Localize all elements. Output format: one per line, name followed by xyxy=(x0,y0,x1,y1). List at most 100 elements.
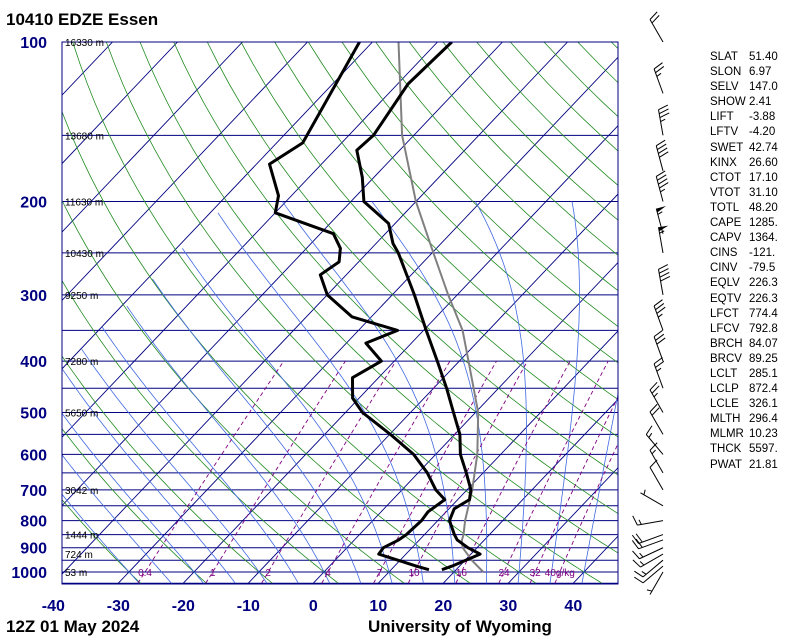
barb-flag xyxy=(635,533,643,543)
plot-frame xyxy=(61,41,619,585)
barb-staff xyxy=(637,520,664,526)
barb-half-flag xyxy=(657,313,663,318)
dry-adiabat-line xyxy=(62,428,207,584)
index-row: LFCT 774.4 xyxy=(710,307,795,322)
index-value: 84.07 xyxy=(749,337,778,350)
pressure-tick-label: 900 xyxy=(20,541,47,558)
barb-half-flag xyxy=(646,589,653,592)
index-value: 872.4 xyxy=(749,383,778,396)
mixing-ratio-line xyxy=(373,360,497,584)
index-name: EQTV xyxy=(710,292,742,305)
barb-staff xyxy=(638,539,664,550)
index-value: -79.5 xyxy=(749,262,776,275)
barb-half-flag xyxy=(653,392,658,398)
index-name: KINX xyxy=(710,156,737,169)
moist-adiabat-line xyxy=(126,305,330,584)
moist-adiabat-line xyxy=(549,201,580,584)
temperature-line xyxy=(355,42,482,572)
pressure-tick-label: 400 xyxy=(20,354,47,371)
index-name: VTOT xyxy=(710,186,741,199)
wind-barb xyxy=(653,357,665,389)
height-label: 10430 m xyxy=(65,249,104,260)
index-row: LCLE 326.1 xyxy=(710,397,795,412)
index-name: MLTH xyxy=(710,413,741,426)
dry-adiabat-line xyxy=(62,355,273,584)
index-value: 26.60 xyxy=(749,156,778,169)
index-row: KINX 26.60 xyxy=(710,156,795,171)
wind-barb xyxy=(655,170,669,202)
index-name: CTOT xyxy=(710,171,742,184)
index-row: CINS -121. xyxy=(710,246,795,261)
barb-flag xyxy=(656,170,666,177)
barb-flag xyxy=(649,381,658,391)
index-row: MLMR 10.23 xyxy=(710,427,795,442)
wind-barb xyxy=(640,489,664,507)
dry-adiabat-line xyxy=(240,42,618,438)
barb-staff xyxy=(657,269,664,295)
barb-half-flag xyxy=(639,561,645,566)
pressure-tick-label: 700 xyxy=(20,483,47,500)
isotherm-line xyxy=(442,398,618,584)
mixing-ratio-label: 4 xyxy=(325,568,331,579)
barb-staff xyxy=(655,176,664,202)
barb-flag xyxy=(658,264,669,270)
isotherm-line xyxy=(62,42,308,302)
height-label: 53 m xyxy=(65,568,87,579)
isotherm-line xyxy=(312,261,618,584)
barb-flag xyxy=(631,534,639,544)
dry-adiabat-line xyxy=(62,279,339,584)
mixing-ratio-line xyxy=(529,396,618,584)
barb-flag xyxy=(659,272,670,278)
index-name: SLON xyxy=(710,66,742,79)
barb-half-flag xyxy=(660,118,666,122)
index-value: 17.10 xyxy=(749,171,778,184)
barb-staff xyxy=(649,411,664,435)
index-name: LFTV xyxy=(710,126,739,139)
barb-pennant xyxy=(656,206,666,213)
barb-flag xyxy=(651,385,660,394)
barb-flag xyxy=(660,275,671,282)
dry-adiabat-line xyxy=(62,499,141,584)
barb-staff xyxy=(649,467,664,491)
barb-flag xyxy=(656,337,666,345)
index-name: SLAT xyxy=(710,51,738,63)
index-name: MLMR xyxy=(710,428,744,441)
barb-flag xyxy=(658,108,669,115)
isotherm-line xyxy=(62,42,243,233)
barb-flag xyxy=(651,15,660,24)
index-value: 42.74 xyxy=(749,141,778,154)
barb-flag xyxy=(645,425,653,435)
barb-flag xyxy=(659,151,669,158)
index-row: LCLP 872.4 xyxy=(710,382,795,397)
mixing-ratio-label: 40g/kg xyxy=(545,568,575,579)
barb-flag xyxy=(631,540,639,550)
moist-adiabat-line xyxy=(62,412,204,584)
barb-flag xyxy=(655,66,665,74)
barb-staff xyxy=(649,389,664,413)
pressure-tick-label: 1000 xyxy=(11,565,47,582)
dry-adiabat-line xyxy=(375,42,618,292)
index-name: THCK xyxy=(710,443,742,456)
index-name: CAPV xyxy=(710,232,742,245)
temperature-tick-label: 30 xyxy=(499,598,517,615)
temperature-tick-label: 20 xyxy=(434,598,452,615)
sounding-profiles xyxy=(268,42,485,573)
barb-staff xyxy=(653,363,664,389)
dry-adiabat-line xyxy=(341,42,618,327)
barb-half-flag xyxy=(656,367,662,372)
barb-flag xyxy=(658,178,668,185)
index-value: 5597. xyxy=(749,443,778,456)
moist-adiabat-line xyxy=(281,201,456,584)
index-name: CINS xyxy=(710,247,738,260)
moist-adiabat-line xyxy=(475,201,527,584)
pressure-tick-label: 800 xyxy=(20,514,47,531)
barb-half-flag xyxy=(643,489,646,495)
barb-flag xyxy=(656,306,666,314)
barb-staff xyxy=(642,565,664,584)
barb-flag xyxy=(653,62,663,70)
wind-barb xyxy=(646,571,664,595)
isotherm-line xyxy=(377,330,618,584)
wind-barb xyxy=(634,565,664,584)
index-value: 226.3 xyxy=(749,277,778,290)
chart-grid xyxy=(62,42,618,584)
